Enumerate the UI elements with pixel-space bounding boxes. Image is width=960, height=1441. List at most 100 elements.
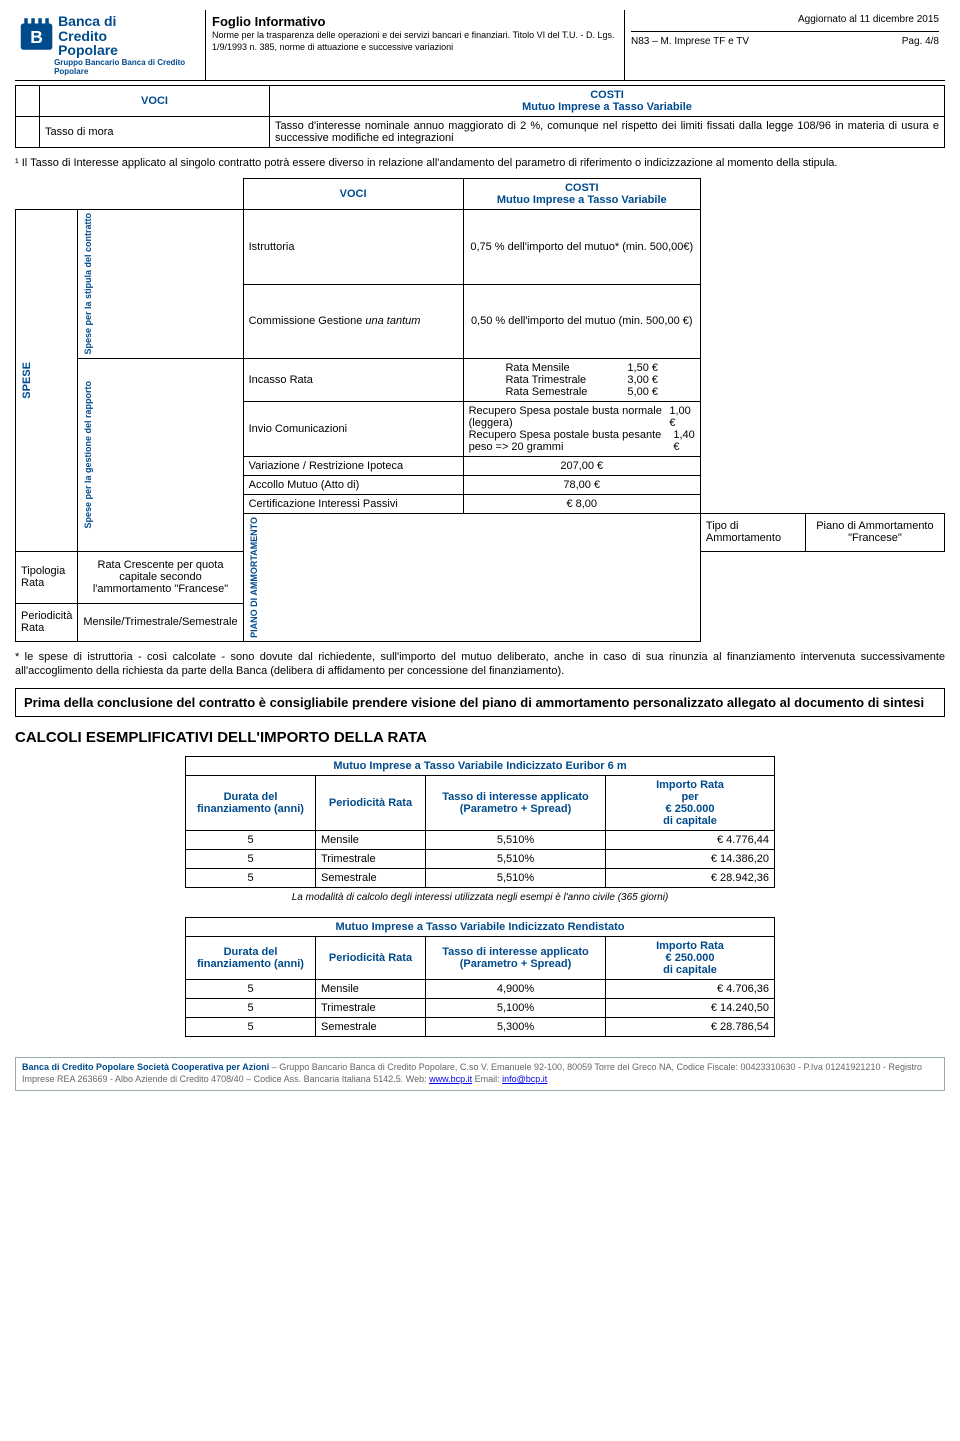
- calc1-note: La modalità di calcolo degli interessi u…: [185, 892, 775, 903]
- spese-table: VOCI COSTI Mutuo Imprese a Tasso Variabi…: [15, 178, 945, 641]
- rec1-l: Recupero Spesa postale busta normale (le…: [469, 405, 670, 429]
- rec2-v: 1,40 €: [673, 429, 695, 453]
- bank-logo-icon: B: [19, 14, 54, 54]
- advice-box: Prima della conclusione del contratto è …: [15, 688, 945, 717]
- vhead-stipula: Spese per la stipula del contratto: [83, 213, 93, 355]
- row-tipo-val: Piano di Ammortamento "Francese": [805, 513, 944, 551]
- vhead-gestione: Spese per la gestione del rapporto: [83, 381, 93, 529]
- c2r2d: 5: [186, 1018, 316, 1037]
- c1r2t: 5,510%: [426, 869, 606, 888]
- vhead-piano: PIANO DI AMMORTAMENTO: [249, 517, 259, 638]
- row-tipo-label: Tipo di Ammortamento: [700, 513, 805, 551]
- page-header: B Banca di Credito Popolare Gruppo Banca…: [15, 10, 945, 81]
- calc-section-title: CALCOLI ESEMPLIFICATIVI DELL'IMPORTO DEL…: [15, 729, 945, 746]
- c2r2p: Semestrale: [316, 1018, 426, 1037]
- row-acc-label: Accollo Mutuo (Atto di): [243, 475, 463, 494]
- rata-s-v: 5,00 €: [627, 386, 658, 398]
- rata-s-l: Rata Semestrale: [505, 386, 587, 398]
- c1r2i: € 28.942,36: [606, 869, 775, 888]
- bank-name-3: Popolare: [58, 43, 201, 58]
- rec2-l: Recupero Spesa postale busta pesante pes…: [469, 429, 674, 453]
- mora-table: VOCI COSTI Mutuo Imprese a Tasso Variabi…: [15, 85, 945, 148]
- svg-text:B: B: [30, 27, 43, 47]
- c1r0d: 5: [186, 831, 316, 850]
- calc-table-1: Mutuo Imprese a Tasso Variabile Indicizz…: [185, 756, 775, 888]
- mora-text: Tasso d'interesse nominale annuo maggior…: [270, 117, 945, 148]
- calc1-title: Mutuo Imprese a Tasso Variabile Indicizz…: [186, 757, 775, 776]
- footer-email-l: Email:: [472, 1074, 502, 1084]
- c1r2d: 5: [186, 869, 316, 888]
- vhead-spese: SPESE: [21, 362, 33, 399]
- c1r0t: 5,510%: [426, 831, 606, 850]
- rec1-v: 1,00 €: [669, 405, 695, 429]
- row-istruttoria-label: Istruttoria: [243, 210, 463, 284]
- calc1-h-tasso: Tasso di interesse applicato (Parametro …: [426, 776, 606, 831]
- logo-block: B Banca di Credito Popolare Gruppo Banca…: [15, 10, 205, 80]
- calc-table-2: Mutuo Imprese a Tasso Variabile Indicizz…: [185, 917, 775, 1037]
- calc2-h-tasso: Tasso di interesse applicato (Parametro …: [426, 937, 606, 980]
- main-voci-header: VOCI: [243, 179, 463, 210]
- mora-voci-header: VOCI: [40, 86, 270, 117]
- calc2-title: Mutuo Imprese a Tasso Variabile Indicizz…: [186, 918, 775, 937]
- footnote-1: ¹ Il Tasso di Interesse applicato al sin…: [15, 156, 945, 170]
- c2r0t: 4,900%: [426, 980, 606, 999]
- c1r1d: 5: [186, 850, 316, 869]
- row-period-val: Mensile/Trimestrale/Semestrale: [78, 603, 243, 641]
- mora-label: Tasso di mora: [40, 117, 270, 148]
- calc1-h-durata: Durata del finanziamento (anni): [186, 776, 316, 831]
- main-costi-h1: COSTI: [463, 179, 700, 195]
- main-costi-h2: Mutuo Imprese a Tasso Variabile: [463, 194, 700, 210]
- c2r0p: Mensile: [316, 980, 426, 999]
- row-commissione-label: Commissione Gestione una tantum: [243, 284, 463, 358]
- row-period-label: Periodicità Rata: [16, 603, 78, 641]
- footer-web-link[interactable]: www.bcp.it: [429, 1074, 472, 1084]
- c2r1t: 5,100%: [426, 999, 606, 1018]
- c2r0i: € 4.706,36: [606, 980, 775, 999]
- doc-info: Foglio Informativo Norme per la traspare…: [205, 10, 625, 80]
- c2r1p: Trimestrale: [316, 999, 426, 1018]
- c1r2p: Semestrale: [316, 869, 426, 888]
- header-right: Aggiornato al 11 dicembre 2015 N83 – M. …: [625, 10, 945, 80]
- calc2-h-importo: Importo Rata€ 250.000di capitale: [606, 937, 775, 980]
- bank-group: Gruppo Bancario Banca di Credito Popolar…: [54, 58, 201, 76]
- c2r2i: € 28.786,54: [606, 1018, 775, 1037]
- page-number: Pag. 4/8: [902, 36, 939, 47]
- calc2-h-durata: Durata del finanziamento (anni): [186, 937, 316, 980]
- footer-main: Banca di Credito Popolare Società Cooper…: [22, 1062, 269, 1072]
- c1r1i: € 14.386,20: [606, 850, 775, 869]
- row-acc-val: 78,00 €: [463, 475, 700, 494]
- row-invio-label: Invio Comunicazioni: [243, 401, 463, 456]
- row-var-val: 207,00 €: [463, 456, 700, 475]
- doc-code: N83 – M. Imprese TF e TV: [631, 36, 749, 47]
- footnote-2: * le spese di istruttoria - così calcola…: [15, 650, 945, 679]
- rata-t-v: 3,00 €: [627, 374, 658, 386]
- row-istruttoria-val: 0,75 % dell'importo del mutuo* (min. 500…: [463, 210, 700, 284]
- bank-name-2: Credito: [58, 29, 201, 44]
- updated-date: Aggiornato al 11 dicembre 2015: [631, 14, 939, 32]
- row-var-label: Variazione / Restrizione Ipoteca: [243, 456, 463, 475]
- row-cert-val: € 8,00: [463, 494, 700, 513]
- rata-m-v: 1,50 €: [627, 362, 658, 374]
- row-invio-val: Recupero Spesa postale busta normale (le…: [463, 401, 700, 456]
- row-tipol-val: Rata Crescente per quota capitale second…: [78, 551, 243, 603]
- row-incasso-val: Rata Mensile Rata Trimestrale Rata Semes…: [463, 358, 700, 401]
- calc2-h-period: Periodicità Rata: [316, 937, 426, 980]
- doc-title: Foglio Informativo: [212, 14, 618, 30]
- rata-t-l: Rata Trimestrale: [505, 374, 587, 386]
- mora-costi-h1: COSTI: [270, 86, 945, 102]
- footer-email-link[interactable]: info@bcp.it: [502, 1074, 547, 1084]
- rata-m-l: Rata Mensile: [505, 362, 587, 374]
- bank-name-1: Banca di: [58, 14, 201, 29]
- c2r0d: 5: [186, 980, 316, 999]
- mora-costi-h2: Mutuo Imprese a Tasso Variabile: [270, 101, 945, 117]
- row-incasso-label: Incasso Rata: [243, 358, 463, 401]
- row-commissione-val: 0,50 % dell'importo del mutuo (min. 500,…: [463, 284, 700, 358]
- calc1-h-period: Periodicità Rata: [316, 776, 426, 831]
- c2r1d: 5: [186, 999, 316, 1018]
- row-tipol-label: Tipologia Rata: [16, 551, 78, 603]
- c2r1i: € 14.240,50: [606, 999, 775, 1018]
- footer: Banca di Credito Popolare Società Cooper…: [15, 1057, 945, 1090]
- row-cert-label: Certificazione Interessi Passivi: [243, 494, 463, 513]
- doc-subtitle: Norme per la trasparenza delle operazion…: [212, 30, 618, 53]
- c2r2t: 5,300%: [426, 1018, 606, 1037]
